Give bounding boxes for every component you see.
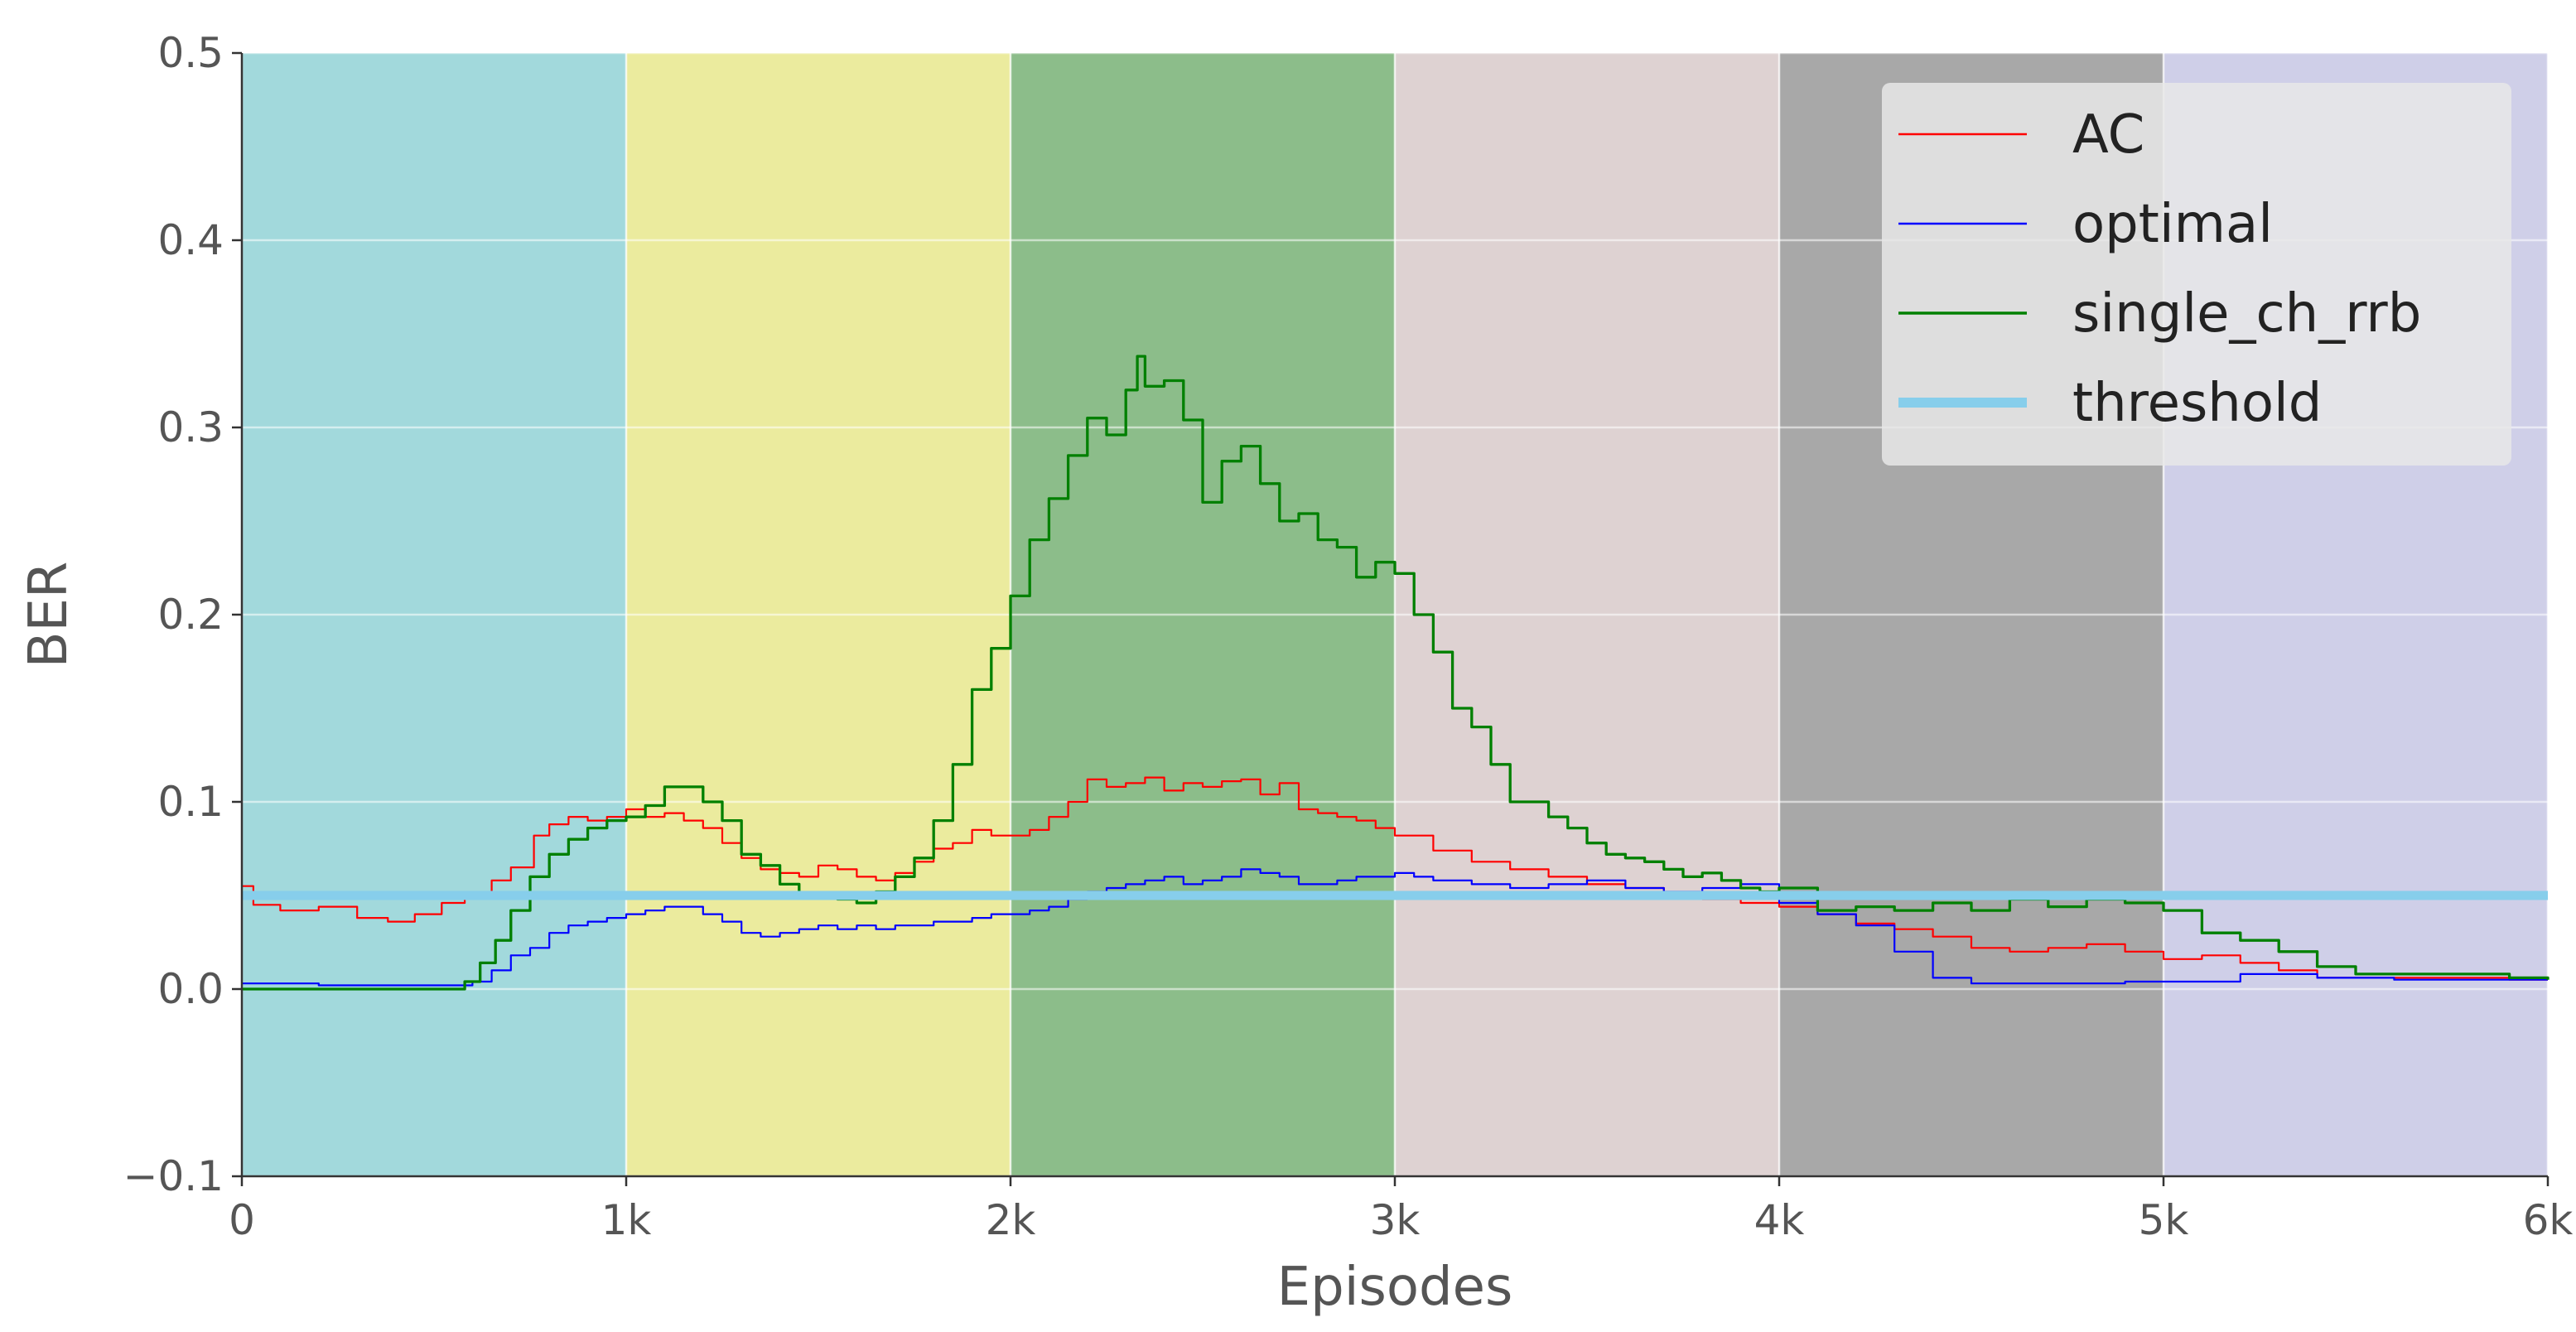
- series-line-AC: [242, 776, 2548, 981]
- y-tick-label: 0.3: [157, 403, 224, 451]
- legend-label-threshold: threshold: [2072, 373, 2322, 434]
- legend-label-optimal: optimal: [2072, 194, 2273, 255]
- x-tick-label: 0: [229, 1196, 255, 1244]
- series-line-single-ch-rrb: [242, 355, 2549, 991]
- y-tick-label: 0.0: [157, 965, 224, 1013]
- y-tick-label: 0.1: [157, 778, 224, 826]
- x-tick-label: 2k: [986, 1196, 1036, 1244]
- series-layer: [242, 355, 2549, 991]
- legend-box: [1882, 83, 2511, 466]
- y-axis-title: BER: [18, 562, 80, 668]
- legend-label-AC: AC: [2072, 104, 2144, 166]
- legend-label-single-ch-rrb: single_ch_rrb: [2072, 283, 2421, 345]
- y-tick-label: −0.1: [123, 1152, 224, 1200]
- tick-labels: −0.1 0.0 0.1 0.2 0.3 0.4 0.5 0 1k 2k 3k 4k 5k 6k: [123, 29, 2574, 1244]
- x-tick-label: 6k: [2523, 1196, 2574, 1244]
- y-tick-label: 0.4: [157, 216, 224, 264]
- y-tick-label: 0.5: [157, 29, 224, 77]
- y-tick-label: 0.2: [157, 591, 224, 639]
- x-axis-title: Episodes: [1277, 1257, 1513, 1318]
- series-line-optimal: [242, 868, 2548, 987]
- x-tick-label: 5k: [2139, 1196, 2189, 1244]
- x-tick-label: 4k: [1754, 1196, 1805, 1244]
- x-tick-label: 1k: [601, 1196, 652, 1244]
- x-tick-label: 3k: [1370, 1196, 1421, 1244]
- legend: AC optimal single_ch_rrb threshold: [1882, 83, 2511, 466]
